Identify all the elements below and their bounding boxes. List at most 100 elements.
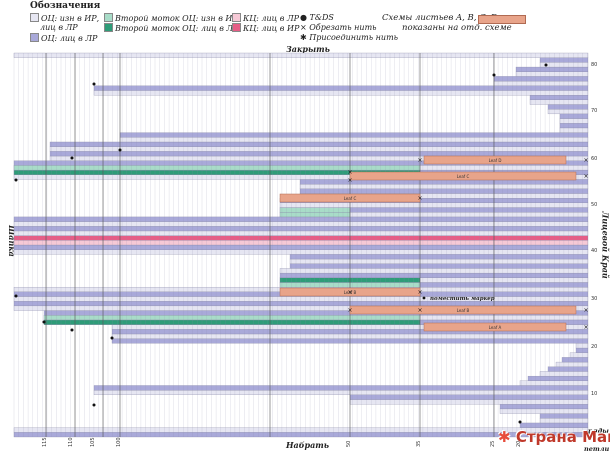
stitch-tick-label: 100 <box>116 437 122 447</box>
leaf-swatch-icon <box>478 15 526 24</box>
rows-label: ряды <box>588 427 609 435</box>
legend-cc-ws-label: КЦ: лиц в ЛР <box>243 14 300 23</box>
legend-cc-ws: КЦ: лиц в ИР <box>232 23 299 34</box>
chart-row <box>13 244 589 250</box>
chart-row <box>13 221 589 227</box>
leaf-bar <box>423 322 567 332</box>
chart-row <box>559 113 589 119</box>
chart-row <box>519 380 589 386</box>
cc-rs-swatch-icon <box>232 23 241 32</box>
chart-row <box>547 104 589 110</box>
cut-yarn-icon: × <box>300 23 307 32</box>
cut-yarn-icon: × <box>417 307 422 314</box>
chart-row <box>13 249 589 255</box>
chart-row <box>349 394 589 400</box>
leaf-bar <box>423 155 567 165</box>
chart-row <box>93 385 589 391</box>
chart-row <box>527 375 589 381</box>
legend-note-line-1: Схемы листьев A, B, C, D <box>382 13 498 23</box>
legend-cc-rs-ws: КЦ: лиц в ЛР <box>232 13 299 24</box>
stitch-tick-label: 105 <box>90 437 96 447</box>
legend-second-ws: Второй моток ОЦ: изн в ИР <box>104 13 238 24</box>
cut-yarn-icon: × <box>347 289 352 296</box>
legend-mc-ws-label-2: лиц в ЛР <box>40 23 78 32</box>
legend-cut-label: Обрезать нить <box>309 23 377 32</box>
chart-row <box>559 123 589 129</box>
cut-yarn-icon: × <box>417 157 422 164</box>
chart-row <box>279 272 589 278</box>
cc-ws-swatch-icon <box>232 13 241 22</box>
chart-row <box>13 235 589 241</box>
cut-yarn-icon: × <box>583 157 588 164</box>
chart-row <box>49 146 589 152</box>
legend-join: ✱ Присоединить нить <box>300 33 398 43</box>
second-ws-swatch-icon <box>104 13 113 22</box>
second-yarn-band <box>279 207 351 213</box>
tds-dot-icon <box>92 403 96 407</box>
row-tick-label: 80 <box>591 62 597 68</box>
legend-title: Обозначения <box>30 1 101 11</box>
legend-join-label: Присоединить нить <box>309 33 399 42</box>
chart-row <box>515 66 589 72</box>
tds-dot-icon <box>118 148 122 152</box>
legend-note: Схемы листьев A, B, C, D показаны на отд… <box>382 13 512 33</box>
chart-row <box>575 343 589 349</box>
chart-row <box>49 151 589 157</box>
chart-row <box>515 71 589 77</box>
cut-yarn-icon: × <box>347 177 352 184</box>
tds-dot-icon <box>92 82 96 86</box>
legend-tds-label: T&DS <box>309 13 334 22</box>
chart-row <box>493 76 589 82</box>
legend-second-ws-label: Второй моток ОЦ: изн в ИР <box>115 14 238 23</box>
legend-mc-rs-label: ОЦ: лиц в ЛР <box>41 34 98 43</box>
chart-row <box>529 99 589 105</box>
leaf-bar <box>349 305 577 315</box>
legend-mc-ws-2: лиц в ЛР <box>40 23 78 33</box>
row-tick-label: 70 <box>591 108 597 114</box>
stitches-label: петли <box>584 445 610 453</box>
row-tick-label: 10 <box>591 391 597 397</box>
chart-row <box>93 90 589 96</box>
tds-dot-icon <box>14 294 18 298</box>
place-marker-note: поместить маркер <box>430 296 495 302</box>
bottom-label: Набрать <box>286 440 330 450</box>
row-tick-label: 60 <box>591 156 597 162</box>
legend-cut: × Обрезать нить <box>300 23 377 33</box>
chart-row <box>519 422 589 428</box>
chart-row <box>289 263 589 269</box>
mc-rs-swatch-icon <box>30 33 39 42</box>
legend-tds: ● T&DS <box>300 13 334 23</box>
stitch-tick-label: 25 <box>490 441 496 447</box>
cut-yarn-icon: × <box>417 289 422 296</box>
chart-row <box>13 216 589 222</box>
row-tick-label: 20 <box>591 344 597 350</box>
cut-yarn-icon: × <box>417 195 422 202</box>
chart-row <box>119 132 589 138</box>
chart-row <box>49 141 589 147</box>
stitch-tick-label: 20 <box>516 441 522 447</box>
leaf-bar <box>279 287 421 297</box>
leaf-bar <box>349 171 577 181</box>
chart-row <box>555 361 589 367</box>
cut-yarn-icon: × <box>347 169 352 176</box>
legend-second-rs: Второй моток ОЦ: лиц в ЛР <box>104 23 239 34</box>
chart-row <box>547 109 589 115</box>
chart-row <box>289 254 589 260</box>
marker-dot-icon <box>422 296 426 300</box>
leaf-label: Leaf A <box>489 325 502 330</box>
chart-row <box>13 226 589 232</box>
tds-dot-icon <box>70 156 74 160</box>
legend-cc-rs-label: КЦ: лиц в ИР <box>243 24 300 33</box>
second-yarn-band <box>43 319 421 325</box>
stitch-tick-label: 110 <box>68 437 74 447</box>
watermark: ✱ Страна Мам <box>498 428 610 446</box>
leaf-label: Leaf B <box>344 290 357 295</box>
chart-row <box>559 118 589 124</box>
tds-dot-icon <box>492 73 496 77</box>
tds-dot-icon <box>70 328 74 332</box>
chart-row <box>13 230 589 236</box>
watermark-text: Страна Мам <box>515 428 610 446</box>
tds-dot-icon <box>110 336 114 340</box>
